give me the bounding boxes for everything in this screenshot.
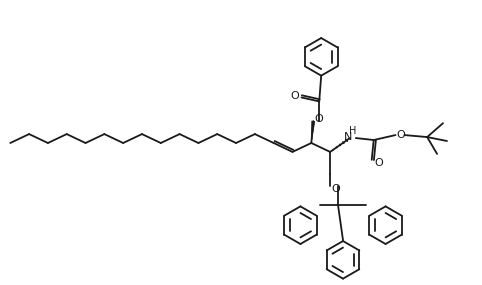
Polygon shape xyxy=(311,121,315,143)
Text: N: N xyxy=(344,132,352,142)
Text: O: O xyxy=(374,158,383,168)
Text: O: O xyxy=(315,114,323,124)
Text: O: O xyxy=(290,91,299,101)
Text: H: H xyxy=(349,126,357,136)
Text: O: O xyxy=(396,130,405,140)
Text: O: O xyxy=(332,184,340,194)
